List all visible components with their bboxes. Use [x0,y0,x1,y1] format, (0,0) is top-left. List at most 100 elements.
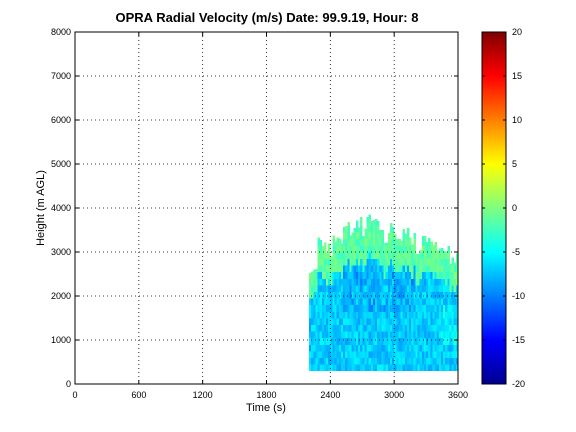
velocity-cell [364,245,367,253]
velocity-cell [419,278,423,286]
velocity-cell [379,291,382,299]
velocity-cell [336,245,340,253]
velocity-cell [455,324,458,332]
velocity-cell [413,357,416,365]
velocity-cell [343,238,346,246]
velocity-cell [360,225,363,233]
velocity-cell [381,318,384,325]
velocity-cell [366,219,370,226]
velocity-cell [319,318,323,325]
velocity-cell [364,298,367,306]
velocity-cell [332,252,335,259]
velocity-cell [387,238,391,246]
velocity-cell [396,291,399,299]
velocity-cell [419,304,423,312]
velocity-cell [351,364,355,372]
velocity-cell [336,285,340,292]
velocity-cell [440,337,444,345]
velocity-cell [419,258,423,266]
velocity-cell [430,337,433,345]
velocity-cell [392,232,395,240]
velocity-cell [432,291,435,299]
velocity-cell [340,357,344,365]
velocity-cell [319,298,323,306]
velocity-cell [326,278,329,286]
velocity-cell [315,351,318,358]
velocity-cell [377,291,380,299]
velocity-cell [326,271,329,279]
velocity-cell [428,357,431,365]
velocity-cell [370,245,374,253]
velocity-cell [438,337,442,345]
velocity-cell [338,351,342,358]
velocity-cell [311,337,314,345]
velocity-cell [451,298,455,306]
velocity-cell [355,298,359,306]
velocity-cell [343,278,346,286]
velocity-cell [413,304,416,312]
velocity-cell [392,318,395,325]
velocity-cell [315,357,318,365]
velocity-cell [432,364,435,372]
velocity-cell [336,318,340,325]
velocity-cell [436,311,440,319]
velocity-cell [411,291,414,299]
velocity-cell [379,304,382,312]
velocity-cell [406,278,410,286]
velocity-cell [394,271,397,279]
velocity-cell [389,238,393,246]
velocity-cell [383,318,387,325]
velocity-cell [409,364,412,372]
velocity-cell [330,256,333,259]
velocity-cell [449,265,453,273]
velocity-cell [336,364,340,372]
velocity-cell [400,258,404,266]
velocity-cell [343,351,346,358]
velocity-cell [381,230,384,233]
velocity-cell [330,324,333,332]
velocity-cell [453,291,457,299]
velocity-cell [381,324,384,332]
velocity-cell [438,252,442,259]
velocity-cell [443,285,446,292]
velocity-cell [396,265,399,273]
velocity-cell [332,364,335,372]
velocity-cell [381,238,384,246]
velocity-cell [313,318,316,325]
velocity-cell [340,337,344,345]
velocity-cell [440,344,444,352]
velocity-cell [434,357,438,365]
velocity-cell [419,291,423,299]
velocity-cell [438,298,442,306]
velocity-cell [449,357,453,365]
velocity-cell [417,278,421,286]
velocity-cell [323,304,327,312]
velocity-cell [419,357,423,365]
velocity-cell [383,271,387,279]
velocity-cell [385,285,389,292]
velocity-cell [353,271,357,279]
velocity-cell [349,245,353,253]
velocity-cell [426,252,429,259]
velocity-cell [309,357,312,365]
velocity-cell [455,344,458,352]
velocity-cell [345,285,348,292]
velocity-cell [421,304,425,312]
velocity-cell [402,311,406,319]
velocity-cell [317,245,321,253]
velocity-cell [370,291,374,299]
velocity-cell [366,238,370,246]
velocity-cell [434,331,438,339]
velocity-cell [398,331,401,339]
velocity-cell [377,324,380,332]
velocity-cell [334,271,338,279]
velocity-cell [455,265,458,273]
velocity-cell [357,258,361,266]
velocity-cell [370,324,374,332]
velocity-cell [370,278,374,286]
velocity-cell [445,357,448,365]
velocity-cell [362,351,365,358]
velocity-cell [328,285,331,292]
velocity-cell [423,291,427,299]
velocity-cell [345,344,348,352]
